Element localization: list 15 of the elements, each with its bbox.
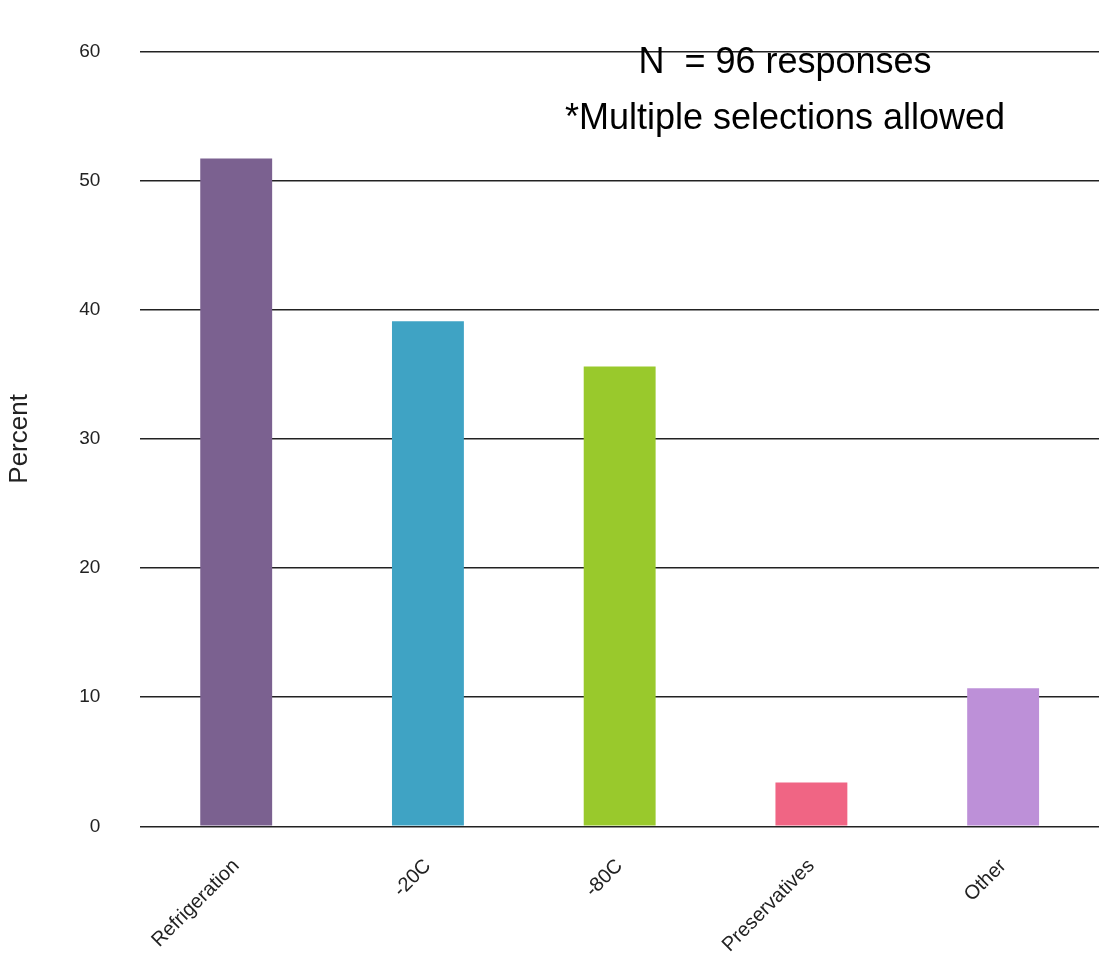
y-tick-label: 60 — [79, 39, 101, 61]
annotation: N = 96 responses — [638, 39, 932, 81]
y-tick-label: 0 — [89, 814, 101, 836]
bar — [775, 782, 848, 826]
bar — [967, 688, 1040, 826]
bar — [583, 366, 656, 826]
y-tick-label: 40 — [79, 297, 101, 319]
bar — [391, 321, 464, 826]
y-tick-label: 30 — [79, 427, 101, 449]
y-tick-label: 10 — [79, 685, 101, 707]
y-axis-title: Percent — [2, 393, 33, 484]
y-tick-label: 50 — [79, 168, 101, 190]
bar — [200, 158, 273, 826]
annotation: *Multiple selections allowed — [564, 95, 1006, 137]
y-tick-label: 20 — [79, 556, 101, 578]
